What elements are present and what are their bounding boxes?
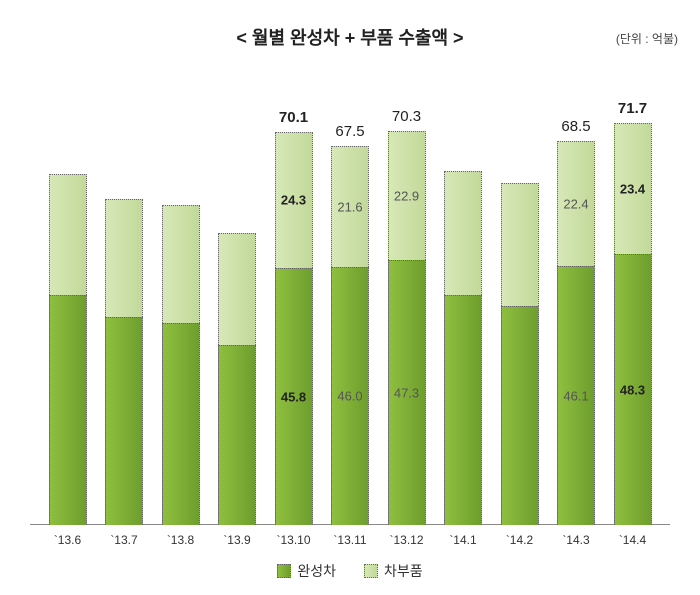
bar-segment-top: 22.4 xyxy=(557,141,595,267)
x-axis-tick: `13.10 xyxy=(275,533,313,547)
bar-segment-bottom xyxy=(444,295,482,525)
bar-column xyxy=(444,76,482,525)
bar-column: 70.3 22.9 47.3 xyxy=(388,76,426,525)
bar-segment-top: 24.3 xyxy=(275,132,313,268)
bar-segment-bottom: 48.3 xyxy=(614,254,652,525)
segment-value-label: 21.6 xyxy=(337,199,362,214)
legend-label: 완성차 xyxy=(297,561,336,581)
chart-title: < 월별 완성차 + 부품 수출액 > xyxy=(0,24,700,50)
x-axis-tick: `14.4 xyxy=(614,533,652,547)
x-axis-tick: `14.1 xyxy=(444,533,482,547)
bars-row: 70.1 24.3 45.8 67.5 21.6 46.0 70.3 22.9 47.3 68.5… xyxy=(30,76,670,525)
bar-segment-top xyxy=(444,171,482,294)
bar-column: 68.5 22.4 46.1 xyxy=(557,76,595,525)
bar-column xyxy=(218,76,256,525)
bar-column xyxy=(49,76,87,525)
segment-value-label: 24.3 xyxy=(281,193,306,208)
segment-value-label: 46.1 xyxy=(563,389,588,404)
bar-column xyxy=(105,76,143,525)
bar-segment-bottom xyxy=(162,323,200,525)
total-label: 70.1 xyxy=(279,109,308,126)
segment-value-label: 47.3 xyxy=(394,385,419,400)
bar-column: 71.7 23.4 48.3 xyxy=(614,76,652,525)
bar-column xyxy=(501,76,539,525)
x-axis-tick: `14.2 xyxy=(501,533,539,547)
bar-segment-top xyxy=(162,205,200,323)
unit-label: (단위 : 억불) xyxy=(616,30,678,47)
bar-segment-bottom xyxy=(105,317,143,525)
segment-value-label: 22.4 xyxy=(563,196,588,211)
bar-segment-top: 21.6 xyxy=(331,146,369,267)
legend-label: 차부품 xyxy=(384,561,423,581)
x-axis: `13.6 `13.7 `13.8 `13.9 `13.10 `13.11 `13.12 `1… xyxy=(30,533,670,547)
bar-segment-top xyxy=(501,183,539,306)
legend-item-top: 차부품 xyxy=(364,561,423,581)
bar-column: 70.1 24.3 45.8 xyxy=(275,76,313,525)
segment-value-label: 22.9 xyxy=(394,188,419,203)
bar-segment-top: 22.9 xyxy=(388,131,426,260)
bar-segment-bottom: 47.3 xyxy=(388,260,426,525)
plot-area: 70.1 24.3 45.8 67.5 21.6 46.0 70.3 22.9 47.3 68.5… xyxy=(30,76,670,525)
x-axis-tick: `13.7 xyxy=(105,533,143,547)
bar-segment-bottom: 45.8 xyxy=(275,268,313,525)
bar-segment-bottom xyxy=(218,345,256,525)
x-axis-tick: `13.6 xyxy=(49,533,87,547)
x-axis-tick: `13.9 xyxy=(218,533,256,547)
x-axis-tick: `13.8 xyxy=(162,533,200,547)
bar-column: 67.5 21.6 46.0 xyxy=(331,76,369,525)
legend-swatch-icon xyxy=(277,564,291,578)
x-axis-tick: `14.3 xyxy=(557,533,595,547)
bar-segment-bottom xyxy=(501,306,539,525)
bar-segment-top xyxy=(105,199,143,317)
x-axis-tick: `13.12 xyxy=(388,533,426,547)
x-axis-tick: `13.11 xyxy=(331,533,369,547)
total-label: 68.5 xyxy=(561,118,590,135)
bar-column xyxy=(162,76,200,525)
segment-value-label: 45.8 xyxy=(281,389,306,404)
total-label: 70.3 xyxy=(392,108,421,125)
total-label: 71.7 xyxy=(618,100,647,117)
bar-segment-bottom xyxy=(49,295,87,525)
chart-container: < 월별 완성차 + 부품 수출액 > (단위 : 억불) 70.1 24.3 45… xyxy=(0,0,700,595)
bar-segment-bottom: 46.1 xyxy=(557,266,595,525)
bar-segment-top: 23.4 xyxy=(614,123,652,254)
segment-value-label: 46.0 xyxy=(337,389,362,404)
legend-item-bottom: 완성차 xyxy=(277,561,336,581)
legend: 완성차 차부품 xyxy=(0,561,700,581)
legend-swatch-icon xyxy=(364,564,378,578)
bar-segment-top xyxy=(49,174,87,295)
total-label: 67.5 xyxy=(335,123,364,140)
bar-segment-bottom: 46.0 xyxy=(331,267,369,525)
segment-value-label: 23.4 xyxy=(620,181,645,196)
bar-segment-top xyxy=(218,233,256,345)
segment-value-label: 48.3 xyxy=(620,382,645,397)
